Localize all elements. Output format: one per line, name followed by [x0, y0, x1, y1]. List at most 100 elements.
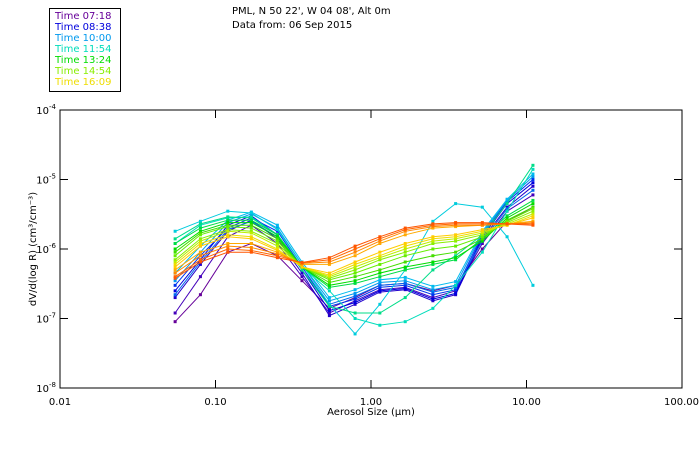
data-point: [275, 256, 279, 260]
data-point: [327, 278, 331, 282]
data-point: [403, 241, 407, 245]
data-point: [378, 283, 382, 287]
data-point: [378, 302, 382, 306]
data-point: [480, 229, 484, 233]
data-point: [480, 247, 484, 251]
data-point: [531, 283, 535, 287]
data-point: [327, 289, 331, 293]
data-point: [531, 202, 535, 206]
data-point: [226, 235, 230, 239]
data-point: [403, 268, 407, 272]
data-point: [454, 258, 458, 262]
data-point: [173, 260, 177, 264]
data-point: [249, 223, 253, 227]
series-1100: [173, 202, 535, 336]
data-point: [226, 221, 230, 225]
data-point: [378, 285, 382, 289]
data-point: [431, 254, 435, 258]
data-point: [431, 235, 435, 239]
data-point: [275, 235, 279, 239]
legend: Time 07:18 Time 08:38 Time 10:00 Time 11…: [49, 8, 121, 92]
data-point: [173, 296, 177, 300]
data-point: [403, 260, 407, 264]
data-point: [173, 241, 177, 245]
data-point: [300, 260, 304, 264]
data-point: [327, 285, 331, 289]
data-point: [226, 215, 230, 219]
data-point: [249, 249, 253, 253]
data-point: [173, 250, 177, 254]
data-point: [275, 237, 279, 241]
data-point: [198, 260, 202, 264]
data-point: [275, 241, 279, 245]
data-point: [173, 262, 177, 266]
data-point: [173, 237, 177, 241]
data-point: [327, 273, 331, 277]
data-point: [249, 226, 253, 230]
data-point: [378, 271, 382, 275]
data-point: [353, 279, 357, 283]
data-point: [198, 237, 202, 241]
data-point: [249, 231, 253, 235]
data-point: [431, 290, 435, 294]
series-1220: [173, 163, 535, 315]
data-point: [249, 221, 253, 225]
data-point: [403, 283, 407, 287]
y-tick-label: 10-8: [36, 381, 56, 395]
data-point: [378, 268, 382, 272]
data-point: [275, 226, 279, 230]
data-point: [327, 283, 331, 287]
data-point: [378, 262, 382, 266]
data-point: [454, 283, 458, 287]
data-point: [403, 226, 407, 230]
data-point: [173, 283, 177, 287]
data-point: [198, 254, 202, 258]
data-point: [378, 258, 382, 262]
data-point: [454, 288, 458, 292]
data-point: [275, 229, 279, 233]
data-point: [403, 296, 407, 300]
data-point: [275, 249, 279, 253]
data-point: [431, 299, 435, 303]
data-point: [403, 247, 407, 251]
data-point: [480, 233, 484, 237]
plot-frame: [59, 109, 683, 389]
data-point: [431, 260, 435, 264]
data-point: [531, 193, 535, 197]
data-point: [531, 181, 535, 185]
data-point: [353, 265, 357, 269]
data-point: [378, 275, 382, 279]
data-point: [353, 254, 357, 258]
data-point: [454, 291, 458, 295]
data-point: [198, 229, 202, 233]
data-point: [198, 258, 202, 262]
data-point: [431, 262, 435, 266]
data-point: [531, 188, 535, 192]
data-point: [327, 309, 331, 313]
data-point: [480, 237, 484, 241]
data-point: [505, 207, 509, 211]
data-point: [226, 244, 230, 248]
data-point: [173, 271, 177, 275]
data-point: [198, 241, 202, 245]
data-point: [431, 237, 435, 241]
data-point: [431, 306, 435, 310]
data-point: [300, 275, 304, 279]
data-point: [198, 239, 202, 243]
data-point: [198, 293, 202, 297]
data-point: [327, 258, 331, 262]
x-tick-label: 1.00: [360, 397, 382, 408]
data-point: [403, 250, 407, 254]
data-point: [531, 216, 535, 220]
data-point: [300, 265, 304, 269]
data-point: [327, 311, 331, 315]
x-tick-label: 0.01: [49, 397, 71, 408]
data-point: [275, 228, 279, 232]
data-point: [173, 293, 177, 297]
data-point: [531, 167, 535, 171]
data-point: [226, 209, 230, 213]
data-point: [480, 205, 484, 209]
data-point: [327, 299, 331, 303]
data-point: [431, 241, 435, 245]
data-point: [431, 219, 435, 223]
